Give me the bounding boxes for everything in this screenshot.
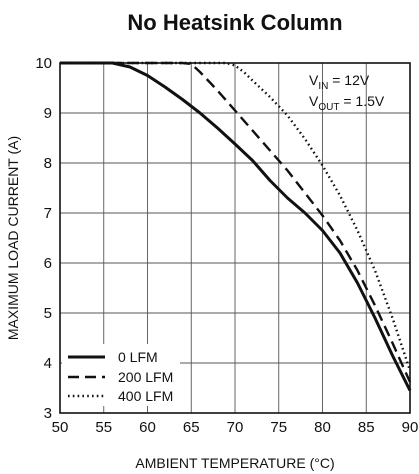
vin-subscript: IN: [318, 81, 328, 92]
y-tick-labels: 3 4 5 6 7 8 9 10: [35, 55, 52, 422]
x-tick-label-60: 60: [139, 419, 156, 436]
x-tick-label-50: 50: [52, 419, 69, 436]
vout-annotation: VOUT = 1.5V: [309, 93, 385, 113]
legend-background: [62, 344, 180, 406]
legend-label-400-lfm: 400 LFM: [118, 388, 173, 404]
plot-frame: [59, 62, 411, 414]
series-layer: [60, 61, 412, 392]
y-tick-label-10: 10: [35, 55, 52, 72]
vout-value: = 1.5V: [339, 93, 384, 109]
legend-label-0-lfm: 0 LFM: [118, 349, 158, 365]
y-tick-label-5: 5: [44, 305, 52, 322]
vin-annotation: VIN = 12V: [309, 72, 370, 92]
x-tick-label-90: 90: [402, 419, 419, 436]
series-line-400-lfm: [60, 61, 412, 371]
chart-title: No Heatsink Column: [127, 10, 342, 35]
x-tick-label-55: 55: [95, 419, 112, 436]
vout-main: V: [309, 93, 319, 109]
x-tick-label-70: 70: [227, 419, 244, 436]
series-line-0-lfm: [60, 61, 412, 392]
legend-label-200-lfm: 200 LFM: [118, 369, 173, 385]
y-tick-label-6: 6: [44, 255, 52, 272]
y-axis-label: MAXIMUM LOAD CURRENT (A): [5, 136, 21, 340]
x-tick-label-75: 75: [270, 419, 287, 436]
x-tick-labels: 50 55 60 65 70 75 80 85 90: [52, 419, 419, 436]
vout-subscript: OUT: [318, 102, 339, 113]
vin-value: = 12V: [328, 72, 370, 88]
y-tick-label-4: 4: [44, 355, 52, 372]
x-tick-label-85: 85: [358, 419, 375, 436]
y-tick-label-8: 8: [44, 155, 52, 172]
legend: 0 LFM 200 LFM 400 LFM: [62, 344, 180, 406]
x-tick-label-65: 65: [183, 419, 200, 436]
y-tick-label-3: 3: [44, 405, 52, 422]
x-tick-label-80: 80: [314, 419, 331, 436]
y-tick-label-9: 9: [44, 105, 52, 122]
x-axis-label: AMBIENT TEMPERATURE (°C): [135, 455, 334, 471]
vin-main: V: [309, 72, 319, 88]
y-tick-label-7: 7: [44, 205, 52, 222]
